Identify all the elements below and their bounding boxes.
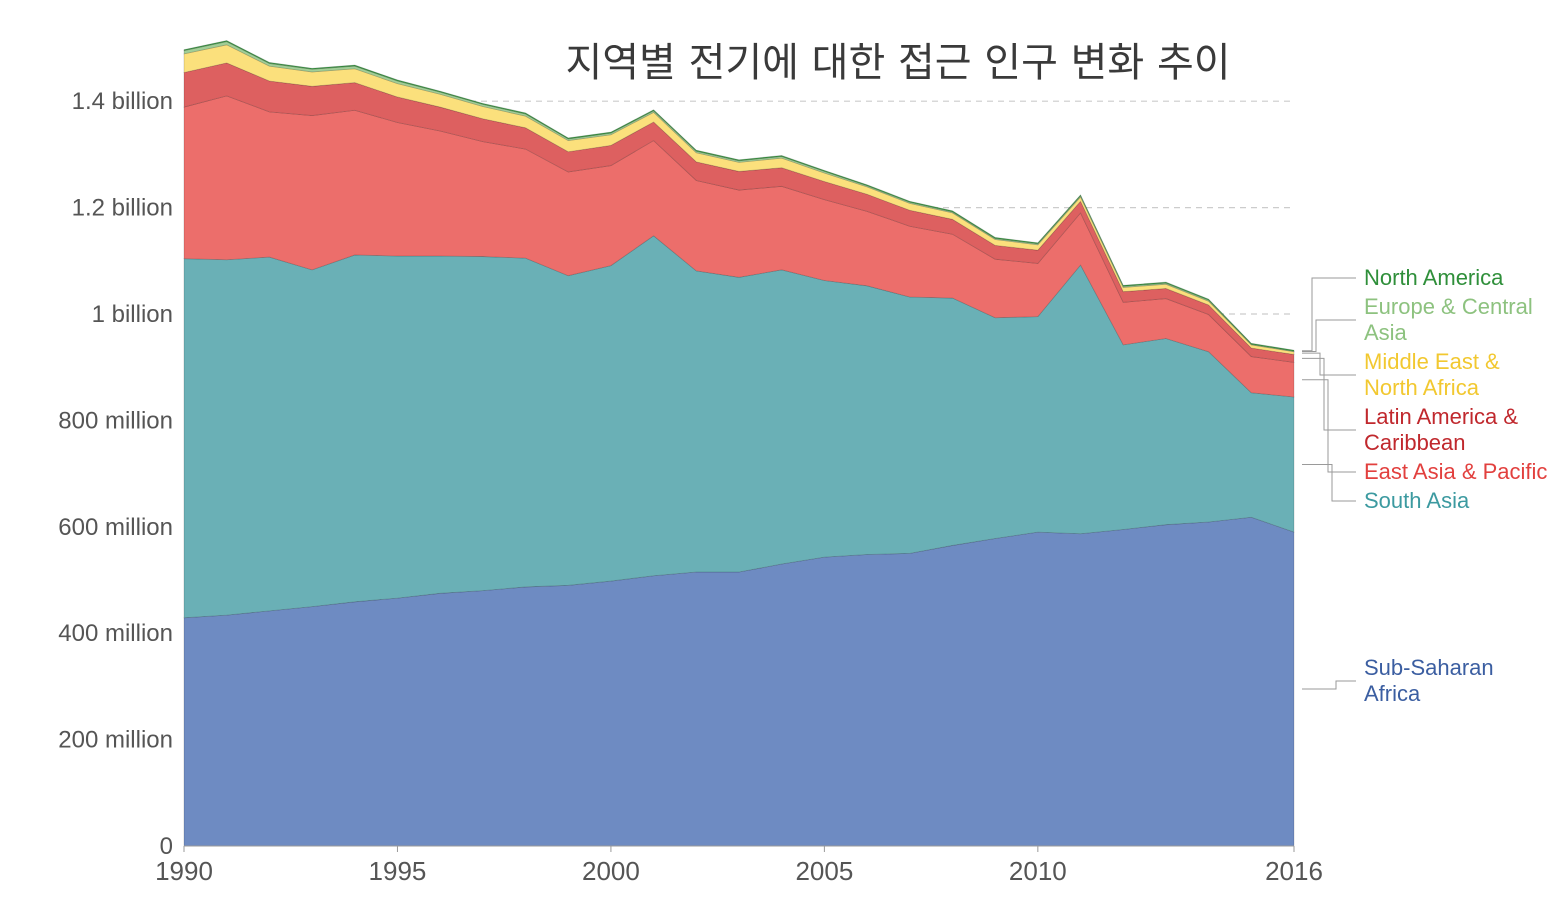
x-tick-label: 2010: [1009, 856, 1067, 886]
y-tick-label: 1 billion: [92, 301, 173, 328]
area-europe-central-asia: [183, 41, 1295, 353]
legend-connector: [1302, 464, 1356, 502]
legend-label: Europe & Central: [1364, 294, 1533, 319]
legend-label: Sub-Saharan: [1364, 655, 1494, 680]
x-tick-label: 1990: [155, 856, 213, 886]
x-tick-label: 2016: [1265, 856, 1323, 886]
area-south-asia: [183, 235, 1295, 619]
y-tick-label: 600 million: [58, 514, 173, 541]
legend-connector: [1302, 352, 1356, 376]
legend-label: Caribbean: [1364, 430, 1466, 455]
area-north-america: [183, 40, 1295, 352]
area-latin-america-caribbean: [183, 62, 1295, 363]
legend-connector: [1302, 319, 1356, 353]
area-middle-east-north-africa: [183, 44, 1295, 355]
legend-connector: [1302, 379, 1356, 473]
y-tick-label: 800 million: [58, 407, 173, 434]
area-series: [183, 40, 1295, 847]
legend-label: Latin America &: [1364, 404, 1518, 429]
y-tick-label: 400 million: [58, 620, 173, 647]
y-tick-label: 0: [160, 833, 173, 860]
y-axis-tick-labels: 0 200 million 400 million 600 million 800 mi…: [58, 88, 173, 860]
legend-label: Asia: [1364, 320, 1408, 345]
legend-label: South Asia: [1364, 488, 1470, 513]
legend-label: East Asia & Pacific: [1364, 459, 1547, 484]
legend-connector: [1302, 277, 1356, 352]
y-tick-label: 1.2 billion: [72, 195, 173, 222]
x-tick-label: 2000: [582, 856, 640, 886]
legend-label: North Africa: [1364, 375, 1480, 400]
chart-title: 지역별 전기에 대한 접근 인구 변화 추이: [565, 40, 1230, 86]
legend-label: Middle East &: [1364, 349, 1500, 374]
x-axis-tick-labels: 1990 1995 2000 2005 2010 2016: [155, 846, 1323, 886]
y-tick-label: 200 million: [58, 727, 173, 754]
area-east-asia-pacific: [183, 95, 1295, 398]
legend-label: North America: [1364, 265, 1504, 290]
y-tick-label: 1.4 billion: [72, 88, 173, 115]
legend-connector: [1302, 357, 1356, 431]
legend-connector: [1302, 680, 1356, 690]
x-tick-label: 2005: [795, 856, 853, 886]
legend-label: Africa: [1364, 681, 1421, 706]
x-tick-label: 1995: [369, 856, 427, 886]
